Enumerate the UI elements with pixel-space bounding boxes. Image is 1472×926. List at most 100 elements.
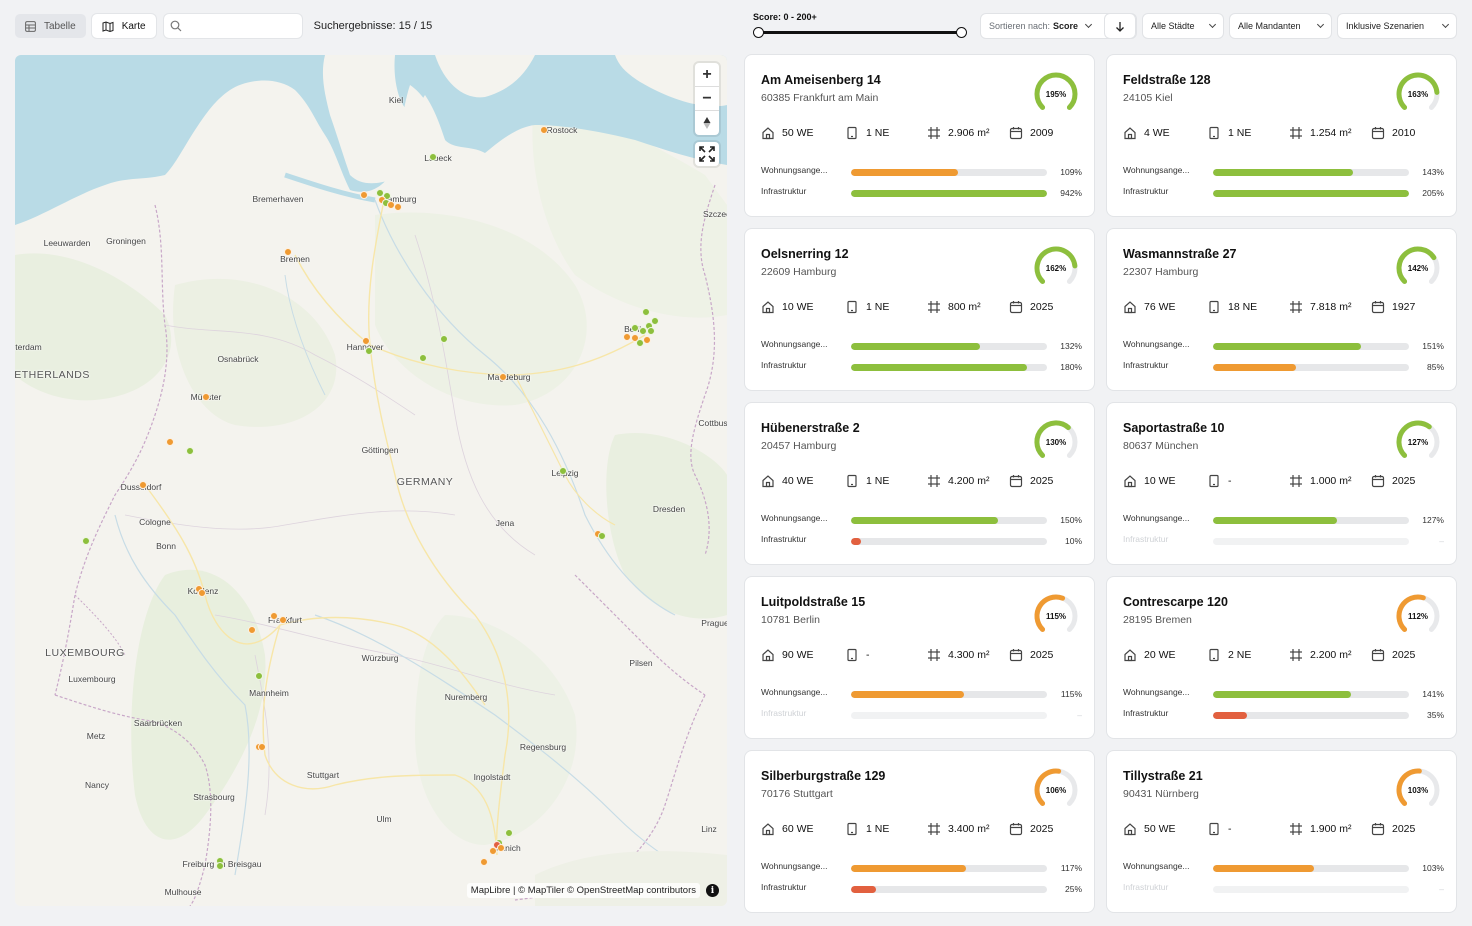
infrastructure-metric: Infrastruktur 10%: [761, 534, 1082, 546]
property-marker[interactable]: [362, 337, 370, 345]
score-gauge-fill: [1396, 768, 1422, 806]
property-marker[interactable]: [440, 335, 448, 343]
property-card[interactable]: Hübenerstraße 2 20457 Hamburg 130% 40 WE 1 N…: [745, 403, 1094, 564]
housing-supply-metric: Wohnungsange... 151%: [1123, 339, 1444, 351]
chevron-down-icon: [1085, 20, 1093, 29]
property-marker[interactable]: [202, 393, 210, 401]
commercial-unit-count: 1 NE: [845, 821, 889, 837]
metric-bar-track: [1213, 517, 1409, 524]
property-marker[interactable]: [216, 862, 224, 870]
property-marker[interactable]: [647, 327, 655, 335]
living-area-value: 7.818 m²: [1310, 301, 1352, 313]
property-marker[interactable]: [82, 537, 90, 545]
commercial-unit-count: -: [845, 647, 870, 663]
property-marker[interactable]: [651, 317, 659, 325]
housing-supply-metric: Wohnungsange... 115%: [761, 687, 1082, 699]
fullscreen-button[interactable]: [695, 142, 719, 166]
property-marker[interactable]: [139, 481, 147, 489]
zoom-out-button[interactable]: −: [695, 87, 719, 111]
home-icon: [1123, 648, 1137, 662]
property-marker[interactable]: [598, 532, 606, 540]
property-address: 90431 Nürnberg: [1123, 788, 1199, 800]
property-title: Saportastraße 10: [1123, 421, 1225, 435]
property-marker[interactable]: [394, 203, 402, 211]
property-marker[interactable]: [623, 333, 631, 341]
property-marker[interactable]: [279, 616, 287, 624]
city-filter-dropdown[interactable]: Alle Städte: [1143, 14, 1223, 38]
property-card[interactable]: Oelsnerring 12 22609 Hamburg 162% 10 WE 1 NE…: [745, 229, 1094, 390]
reset-north-button[interactable]: [695, 111, 719, 135]
construction-year: 2025: [1371, 647, 1415, 663]
metric-bar-track: [1213, 169, 1409, 176]
construction-year: 2025: [1009, 821, 1053, 837]
property-address: 22609 Hamburg: [761, 266, 837, 278]
property-card[interactable]: Luitpoldstraße 15 10781 Berlin 115% 90 WE - 4…: [745, 577, 1094, 738]
property-marker[interactable]: [166, 438, 174, 446]
property-card[interactable]: Contrescarpe 120 28195 Bremen 112% 20 WE 2 N…: [1107, 577, 1456, 738]
unit-count: 10 WE: [761, 299, 814, 315]
metric-bar-fill: [851, 169, 958, 176]
map-city-label: Bremerhaven: [252, 194, 304, 204]
calendar-icon: [1009, 126, 1023, 140]
property-marker[interactable]: [270, 612, 278, 620]
arrow-down-icon: [1116, 21, 1124, 32]
property-marker[interactable]: [480, 858, 488, 866]
property-card[interactable]: Feldstraße 128 24105 Kiel 163% 4 WE 1 NE 1.25…: [1107, 55, 1456, 216]
property-card[interactable]: Saportastraße 10 80637 München 127% 10 WE -1…: [1107, 403, 1456, 564]
construction-year: 2025: [1009, 299, 1053, 315]
unit-count-value: 90 WE: [782, 649, 814, 661]
score-slider-max-handle[interactable]: [956, 27, 967, 38]
scenario-filter-dropdown[interactable]: Inklusive Szenarien: [1338, 14, 1456, 38]
property-marker[interactable]: [198, 589, 206, 597]
property-marker[interactable]: [631, 334, 639, 342]
housing-supply-metric: Wohnungsange... 117%: [761, 861, 1082, 873]
property-marker[interactable]: [365, 347, 373, 355]
map-city-label: Magdeburg: [487, 372, 531, 382]
search-input[interactable]: [187, 20, 298, 32]
property-card[interactable]: Am Ameisenberg 14 60385 Frankfurt am Main…: [745, 55, 1094, 216]
living-area-value: 2.906 m²: [948, 127, 990, 139]
property-marker[interactable]: [429, 153, 437, 161]
property-card[interactable]: Tillystraße 21 90431 Nürnberg 103% 50 WE - 1.…: [1107, 751, 1456, 912]
property-marker[interactable]: [540, 126, 548, 134]
property-marker[interactable]: [631, 324, 639, 332]
property-card[interactable]: Wasmannstraße 27 22307 Hamburg 142% 76 WE 18…: [1107, 229, 1456, 390]
unit-count: 50 WE: [1123, 821, 1176, 837]
property-marker[interactable]: [360, 191, 368, 199]
property-marker[interactable]: [419, 354, 427, 362]
score-slider-min-handle[interactable]: [753, 27, 764, 38]
building-icon: [845, 126, 859, 140]
property-marker[interactable]: [248, 626, 256, 634]
property-marker[interactable]: [186, 447, 194, 455]
construction-year: 2025: [1371, 821, 1415, 837]
tenant-filter-dropdown[interactable]: Alle Mandanten: [1230, 14, 1331, 38]
property-map[interactable]: Kiel Rostock Lübeck Bremerhaven Hamburg Szcze…: [15, 55, 727, 906]
property-marker[interactable]: [497, 844, 505, 852]
property-marker[interactable]: [643, 336, 651, 344]
zoom-in-button[interactable]: +: [695, 63, 719, 87]
property-card[interactable]: Silberburgstraße 129 70176 Stuttgart 106% 6…: [745, 751, 1094, 912]
property-marker[interactable]: [284, 248, 292, 256]
property-marker[interactable]: [489, 847, 497, 855]
score-range-slider[interactable]: [753, 26, 967, 40]
property-marker[interactable]: [258, 743, 266, 751]
property-marker[interactable]: [255, 672, 263, 680]
search-icon: [170, 20, 182, 32]
metric-bar-fill: [851, 517, 998, 524]
map-view-toggle[interactable]: Karte: [91, 14, 156, 38]
housing-supply-metric: Wohnungsange... 109%: [761, 165, 1082, 177]
info-icon[interactable]: i: [706, 884, 719, 897]
property-marker[interactable]: [639, 327, 647, 335]
sort-direction-button[interactable]: [1105, 14, 1135, 38]
metric-label: Wohnungsange...: [1123, 861, 1190, 871]
property-marker[interactable]: [559, 467, 567, 475]
property-marker[interactable]: [499, 373, 507, 381]
table-view-toggle[interactable]: Tabelle: [15, 14, 86, 38]
property-marker[interactable]: [642, 308, 650, 316]
metric-value: 25%: [1064, 884, 1082, 894]
map-icon: [102, 20, 114, 32]
score-gauge-fill: [1396, 72, 1440, 110]
property-marker[interactable]: [505, 829, 513, 837]
attribution-text[interactable]: MapLibre | © MapTiler © OpenStreetMap co…: [466, 883, 700, 898]
area-grid-icon: [927, 300, 941, 314]
